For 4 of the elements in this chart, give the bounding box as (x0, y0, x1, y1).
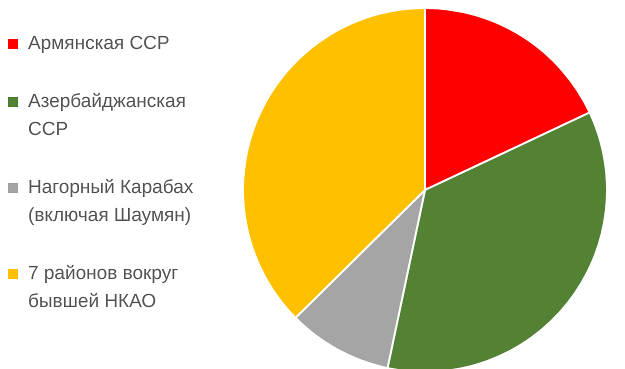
legend-label: Азербайджанская ССР (28, 90, 187, 142)
legend-label: Армянская ССР (28, 32, 170, 56)
legend-label: 7 районов вокруг бывшей НКАО (28, 262, 180, 314)
legend-label: Нагорный Карабах (включая Шаумян) (28, 176, 194, 228)
